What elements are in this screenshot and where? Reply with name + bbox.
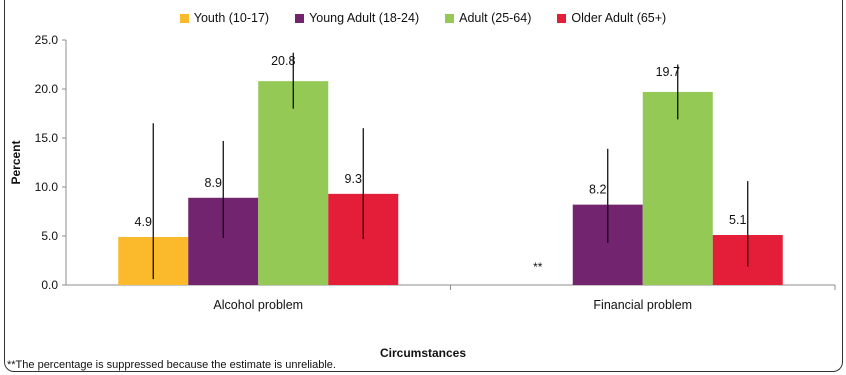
- legend-item: Youth (10-17): [179, 11, 270, 25]
- y-tick-label: 25.0: [35, 33, 59, 47]
- legend: Youth (10-17) Young Adult (18-24) Adult (2…: [0, 11, 846, 25]
- y-tick-label: 15.0: [35, 131, 59, 145]
- data-label: 20.8: [271, 54, 295, 68]
- y-axis-title: Percent: [9, 140, 23, 184]
- data-label: 8.2: [589, 183, 606, 197]
- legend-swatch: [179, 13, 189, 23]
- legend-label: Young Adult (18-24): [309, 11, 420, 25]
- data-label: 9.3: [345, 172, 362, 186]
- y-tick-label: 10.0: [35, 180, 59, 194]
- data-label: **: [533, 260, 543, 274]
- legend-swatch: [557, 13, 567, 23]
- data-label: 5.1: [729, 213, 746, 227]
- footnote: **The percentage is suppressed because t…: [7, 359, 336, 371]
- x-tick-label: Financial problem: [593, 298, 692, 312]
- chart-frame: [4, 0, 843, 372]
- y-tick-label: 0.0: [41, 278, 58, 292]
- legend-item: Older Adult (65+): [557, 11, 666, 25]
- data-label: 8.9: [205, 176, 222, 190]
- legend-swatch: [295, 13, 305, 23]
- legend-swatch: [445, 13, 455, 23]
- x-tick-label: Alcohol problem: [213, 298, 303, 312]
- legend-item: Adult (25-64): [445, 11, 531, 25]
- data-label: 4.9: [135, 215, 152, 229]
- y-tick-label: 5.0: [41, 229, 58, 243]
- x-axis-title: Circumstances: [379, 346, 467, 360]
- bar: [642, 91, 713, 285]
- legend-label: Older Adult (65+): [571, 11, 667, 25]
- legend-item: Young Adult (18-24): [295, 11, 419, 25]
- legend-label: Adult (25-64): [459, 11, 532, 25]
- data-label: 19.7: [656, 65, 680, 79]
- bar: [258, 81, 329, 285]
- legend-label: Youth (10-17): [193, 11, 270, 25]
- y-tick-label: 20.0: [35, 82, 59, 96]
